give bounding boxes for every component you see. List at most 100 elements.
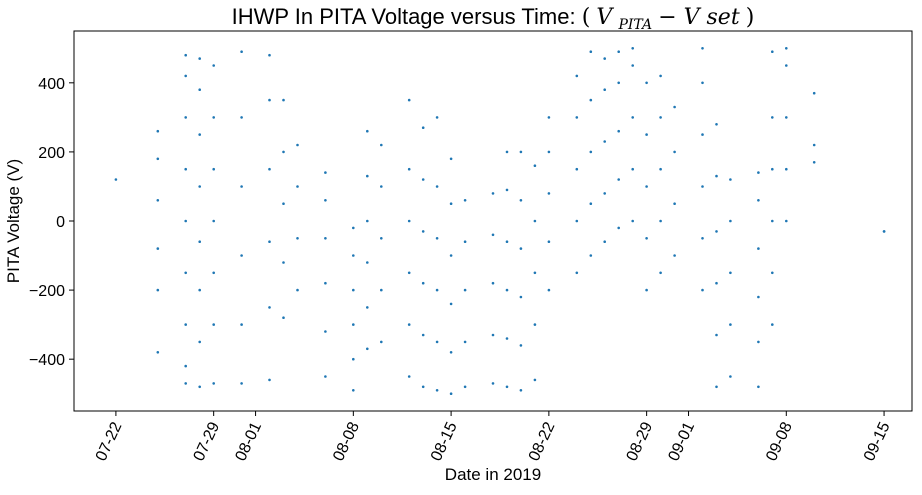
data-point (505, 337, 509, 340)
chart-title-main: IHWP In PITA Voltage versus Time: (232, 4, 582, 29)
data-point (421, 126, 425, 129)
y-tick-label: −200 (29, 283, 65, 300)
data-point (366, 219, 369, 223)
data-point (812, 91, 816, 95)
y-tick-label: 400 (38, 76, 65, 93)
data-point (463, 240, 467, 243)
data-point (617, 226, 620, 230)
data-point (505, 288, 509, 292)
x-tick-label: 08-22 (526, 419, 559, 463)
data-point (812, 161, 816, 164)
data-point (519, 199, 523, 202)
x-tick-label: 07-29 (191, 419, 224, 463)
data-point (449, 351, 453, 354)
data-point (240, 185, 243, 188)
data-point (645, 133, 648, 136)
data-point (240, 50, 243, 53)
data-point (631, 219, 634, 223)
y-axis-ticks: −400 −200 0 200 400 (29, 76, 74, 369)
x-tick-label: 08-15 (428, 419, 461, 463)
data-point (589, 150, 593, 154)
data-point (268, 378, 271, 382)
data-point (240, 254, 243, 257)
x-tick-label: 09-08 (763, 419, 796, 463)
data-point (421, 385, 425, 389)
data-point (491, 233, 495, 237)
data-point (589, 98, 593, 102)
data-point (449, 254, 453, 257)
data-point (505, 188, 509, 192)
data-point (771, 271, 774, 275)
data-point (156, 288, 160, 292)
data-point (449, 202, 453, 205)
data-point (240, 323, 243, 326)
data-point (617, 81, 620, 85)
data-point (645, 185, 648, 188)
data-point (407, 271, 411, 275)
data-point (268, 167, 271, 171)
data-point (282, 150, 285, 154)
data-point (757, 385, 760, 389)
y-tick-label: −400 (29, 352, 65, 369)
data-point (771, 50, 774, 53)
data-point (212, 167, 215, 171)
x-axis-ticks: 07-22 07-29 08-01 08-08 08-15 08-22 08-29 09-01… (93, 411, 894, 464)
data-point (771, 323, 774, 326)
data-point (812, 143, 816, 147)
data-point (380, 143, 383, 147)
data-point (701, 47, 704, 50)
data-point (282, 202, 285, 205)
data-point (282, 316, 285, 320)
data-point (282, 261, 285, 264)
data-point (491, 192, 495, 195)
data-point (491, 281, 495, 285)
data-points-layer (114, 47, 886, 396)
data-point (184, 364, 187, 368)
data-point (352, 323, 355, 326)
data-point (366, 129, 369, 133)
data-point (659, 116, 662, 119)
data-point (519, 295, 523, 299)
data-point (785, 64, 788, 67)
data-point (421, 333, 425, 337)
data-point (519, 344, 523, 347)
data-point (421, 281, 425, 285)
data-point (575, 219, 579, 223)
data-point (617, 178, 620, 181)
data-point (407, 375, 411, 378)
data-point (715, 281, 718, 285)
data-point (296, 288, 299, 292)
data-point (547, 288, 551, 292)
data-point (603, 192, 606, 195)
y-tick-label: 0 (56, 214, 65, 231)
data-point (212, 116, 215, 119)
data-point (645, 237, 648, 240)
data-point (435, 237, 439, 240)
data-point (198, 57, 201, 60)
data-point (449, 392, 453, 396)
data-point (673, 202, 676, 205)
data-point (701, 288, 704, 292)
data-point (380, 237, 383, 240)
chart-title: IHWP In PITA Voltage versus Time: ( V PI… (232, 4, 755, 34)
data-point (352, 288, 355, 292)
data-point (617, 50, 620, 53)
data-point (184, 74, 187, 78)
data-point (463, 288, 467, 292)
chart-title-sub: PITA (617, 17, 652, 33)
data-point (785, 47, 788, 50)
data-point (463, 340, 467, 344)
data-point (715, 385, 718, 389)
data-point (282, 98, 285, 102)
data-point (673, 150, 676, 154)
y-tick-label: 200 (38, 145, 65, 162)
data-point (729, 271, 732, 275)
data-point (212, 382, 215, 385)
data-point (771, 167, 774, 171)
data-point (184, 53, 187, 57)
data-point (785, 167, 788, 171)
data-point (324, 330, 327, 333)
data-point (366, 306, 369, 309)
data-point (505, 240, 509, 243)
